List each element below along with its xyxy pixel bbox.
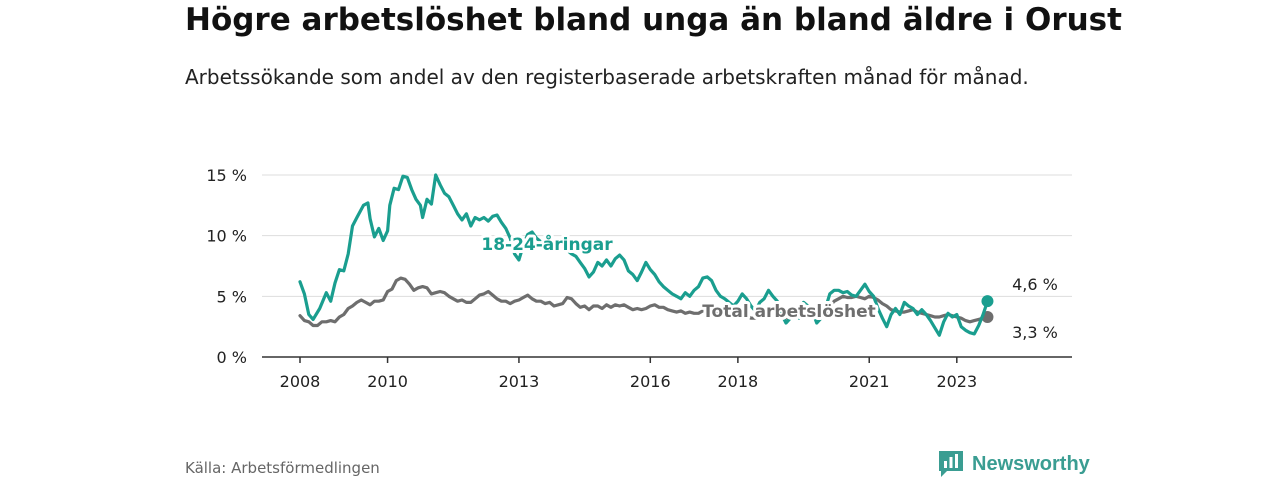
x-tick-label: 2023 xyxy=(936,372,977,391)
total-series-label: Total arbetslöshet xyxy=(702,302,876,322)
youth-series-label: 18-24-åringar xyxy=(481,233,613,255)
chart-subtitle: Arbetssökande som andel av den registerb… xyxy=(185,65,1029,89)
total-series-line xyxy=(298,276,990,328)
x-tick-label: 2010 xyxy=(367,372,408,391)
youth-end-value-halo: 4,6 % xyxy=(1012,275,1058,294)
youth-series-label-halo: 18-24-åringar xyxy=(481,233,613,255)
y-tick-label: 5 % xyxy=(217,287,247,306)
y-tick-label: 10 % xyxy=(206,227,247,246)
total-end-value-halo: 3,3 % xyxy=(1012,323,1058,342)
chart-title: Högre arbetslöshet bland unga än bland ä… xyxy=(185,2,1122,38)
newsworthy-logo-icon xyxy=(939,451,963,477)
total-series-label-halo: Total arbetslöshet xyxy=(702,302,876,322)
x-tick-label: 2018 xyxy=(718,372,759,391)
x-tick-label: 2016 xyxy=(630,372,671,391)
brand-name: Newsworthy xyxy=(972,452,1090,475)
y-tick-label: 0 % xyxy=(217,348,247,367)
y-tick-label: 15 % xyxy=(206,166,247,185)
youth-series-line xyxy=(298,173,990,337)
x-tick-label: 2008 xyxy=(280,372,321,391)
x-tick-label: 2021 xyxy=(849,372,890,391)
youth-end-value: 4,6 % xyxy=(1012,275,1058,294)
axes: 0 % 5 % 10 % 15 % 2008 2010 2013 2016 2018 2021 20… xyxy=(206,166,1072,391)
brand-logo: Newsworthy xyxy=(937,449,1090,479)
youth-end-point xyxy=(981,295,994,308)
grid-lines xyxy=(262,174,1072,297)
total-end-value: 3,3 % xyxy=(1012,323,1058,342)
source-note: Källa: Arbetsförmedlingen xyxy=(185,459,380,477)
series-lines xyxy=(298,173,994,337)
x-tick-label: 2013 xyxy=(499,372,540,391)
